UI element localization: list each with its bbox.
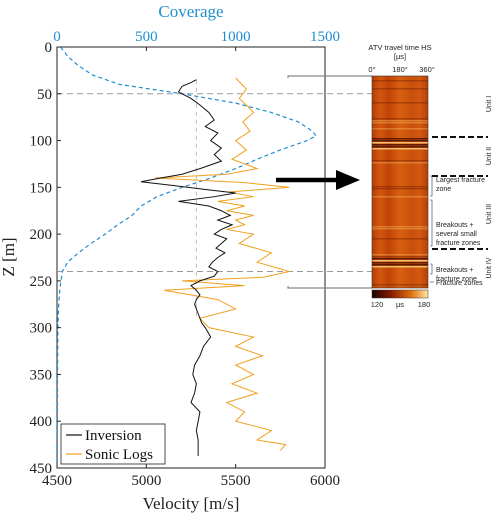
atv-texture-band [372, 228, 428, 230]
atv-texture-band [372, 138, 428, 140]
atv-texture-band [372, 266, 428, 268]
atv-texture-band [372, 256, 428, 258]
atv-texture-band [372, 120, 428, 122]
atv-texture-band [372, 160, 428, 162]
y-tick-label-5: 250 [30, 274, 53, 290]
annotation-fracture-zones: Fracture zones [436, 280, 483, 287]
atv-texture-band [372, 142, 428, 144]
series-line-coverage [56, 46, 317, 464]
atv-image-texture [372, 80, 428, 286]
top-tick-label-2: 1000 [221, 29, 251, 45]
atv-texture-band [372, 226, 428, 228]
atv-texture-band [372, 254, 428, 256]
atv-unit: [μs] [394, 52, 406, 61]
x-axis-title: Velocity [m/s] [143, 494, 240, 513]
atv-texture-band [372, 258, 428, 260]
atv-panel: ATV travel time HS [μs] 0° 180° 360° 120… [368, 43, 493, 309]
atv-tick-0: 0° [368, 65, 375, 74]
annotation-largest-fracture: Largest fracture zone [436, 177, 487, 193]
y-tick-label-8: 400 [30, 414, 53, 430]
y-tick-label-1: 50 [37, 87, 52, 103]
atv-texture-band [372, 80, 428, 82]
colorbar-min: 120 [371, 300, 384, 309]
y-axis-title: Z [m] [0, 237, 18, 276]
sonic-logs-series [155, 77, 290, 451]
annotation-breakouts-fracture-zone: Breakouts + fracture zone [436, 267, 477, 283]
x-tick-label-1: 5000 [131, 473, 161, 489]
y-tick-label-7: 350 [30, 367, 53, 383]
atv-texture-band [372, 162, 428, 164]
coverage-series [56, 46, 317, 464]
inversion-series [140, 79, 236, 456]
axis-ticks: 4500 5000 5500 6000 0 500 1000 1500 0 50 100 150 200… [30, 29, 341, 489]
connector-lines [287, 75, 372, 289]
unit-label-4: Unit IV [486, 257, 493, 278]
y-tick-label-4: 200 [30, 227, 53, 243]
colorbar [371, 289, 429, 299]
top-axis-title: Coverage [158, 2, 223, 21]
atv-title: ATV travel time HS [368, 43, 431, 52]
unit-label-2: Unit II [486, 147, 493, 165]
top-tick-label-0: 0 [53, 29, 61, 45]
y-tick-label-9: 450 [30, 461, 53, 477]
atv-texture-band [372, 140, 428, 142]
y-tick-label-0: 0 [45, 40, 53, 56]
top-tick-label-3: 1500 [310, 29, 340, 45]
legend-label-inversion: Inversion [85, 428, 142, 444]
atv-tick-360: 360° [419, 65, 435, 74]
reference-lines [57, 79, 372, 319]
unit-label-3: Unit III [486, 204, 493, 224]
atv-texture-band [372, 188, 428, 190]
y-tick-label-6: 300 [30, 321, 53, 337]
atv-texture-band [372, 102, 428, 104]
series-line-inversion [140, 79, 236, 456]
atv-texture-band [372, 118, 428, 120]
atv-texture-band [372, 88, 428, 90]
colorbar-max: 180 [418, 300, 431, 309]
atv-texture-band [372, 264, 428, 266]
x-tick-label-3: 6000 [310, 473, 340, 489]
legend-label-sonic: Sonic Logs [85, 447, 153, 463]
atv-texture-band [372, 260, 428, 262]
colorbar-unit: μs [396, 300, 404, 309]
atv-texture-band [372, 144, 428, 146]
atv-texture-band [372, 284, 428, 286]
x-tick-label-0: 4500 [42, 473, 72, 489]
y-tick-label-3: 150 [30, 180, 53, 196]
atv-texture-band [372, 122, 428, 124]
top-tick-label-1: 500 [135, 29, 158, 45]
atv-texture-band [372, 262, 428, 264]
atv-texture-band [372, 196, 428, 198]
atv-image [372, 76, 428, 288]
atv-texture-band [372, 146, 428, 148]
atv-texture-band [372, 238, 428, 240]
arrow-icon [276, 170, 360, 190]
atv-texture-band [372, 186, 428, 188]
x-tick-label-2: 5500 [221, 473, 251, 489]
main-plot: 4500 5000 5500 6000 0 500 1000 1500 0 50 100 150 200… [0, 2, 372, 513]
atv-tick-180: 180° [392, 65, 408, 74]
series-line-sonic-logs [155, 77, 290, 451]
legend: Inversion Sonic Logs [60, 423, 166, 465]
atv-texture-band [372, 128, 428, 130]
y-tick-label-2: 100 [30, 134, 53, 150]
atv-texture-band [372, 148, 428, 150]
unit-label-1: Unit I [486, 96, 493, 112]
plot-frame [56, 46, 326, 469]
annotation-breakouts-small-fractures: Breakouts + several small fracture zones [436, 222, 481, 247]
